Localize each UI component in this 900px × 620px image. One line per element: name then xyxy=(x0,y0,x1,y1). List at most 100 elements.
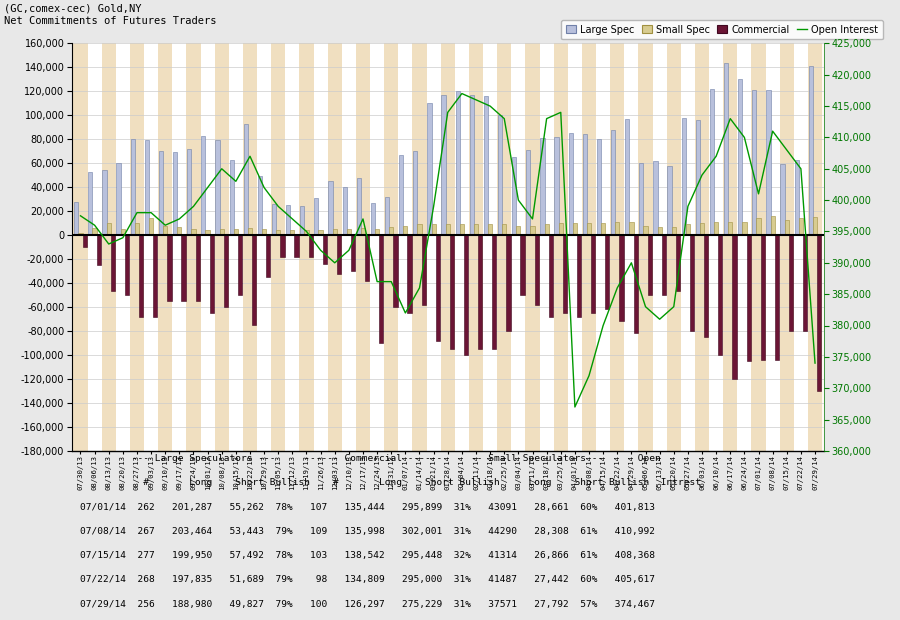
Bar xyxy=(337,235,341,273)
Bar xyxy=(644,226,648,235)
Bar xyxy=(710,89,714,235)
Bar xyxy=(794,43,808,451)
Bar xyxy=(460,224,464,235)
Bar xyxy=(294,235,299,257)
Bar xyxy=(779,43,794,451)
Bar xyxy=(511,43,526,451)
Bar xyxy=(780,164,785,235)
Bar xyxy=(540,43,554,451)
Bar xyxy=(158,43,172,451)
Bar xyxy=(201,43,215,451)
Text: #       Long    Short Bullish    #       Long    Short Bullish     Long    Short: # Long Short Bullish # Long Short Bullis… xyxy=(79,478,700,487)
Text: 07/29/14  256   188,980   49,827  79%   100   126,297   275,229  31%   37571   2: 07/29/14 256 188,980 49,827 79% 100 126,… xyxy=(79,600,654,609)
Bar xyxy=(455,91,460,235)
Bar xyxy=(83,235,86,247)
Bar xyxy=(704,235,708,337)
Bar xyxy=(149,218,153,235)
Bar xyxy=(370,43,384,451)
Bar xyxy=(230,160,234,235)
Bar xyxy=(351,235,356,271)
Bar xyxy=(286,205,290,235)
Bar xyxy=(502,224,507,235)
Bar xyxy=(243,43,257,451)
Bar xyxy=(403,226,408,235)
Bar xyxy=(276,231,281,235)
Bar xyxy=(544,224,549,235)
Bar xyxy=(752,90,756,235)
Text: (GC,comex-cec) Gold,NY: (GC,comex-cec) Gold,NY xyxy=(4,3,142,13)
Bar xyxy=(700,223,704,235)
Bar xyxy=(300,43,313,451)
Bar xyxy=(596,43,610,451)
Bar xyxy=(634,235,638,334)
Text: --- Large Speculators ---     ------ Commercial ------     -- Small Speculators : --- Large Speculators --- ------ Commerc… xyxy=(79,454,661,463)
Bar xyxy=(568,43,582,451)
Bar xyxy=(96,235,101,265)
Bar xyxy=(809,66,813,235)
Bar xyxy=(638,43,652,451)
Bar xyxy=(803,235,807,331)
Bar xyxy=(313,43,328,451)
Bar xyxy=(399,155,403,235)
Bar xyxy=(582,135,587,235)
Bar xyxy=(375,229,379,235)
Bar xyxy=(408,235,411,313)
Bar xyxy=(610,43,625,451)
Bar xyxy=(356,43,370,451)
Bar xyxy=(323,235,327,264)
Bar xyxy=(795,160,799,235)
Bar xyxy=(526,150,530,235)
Bar xyxy=(562,235,567,313)
Bar xyxy=(469,43,483,451)
Bar xyxy=(577,235,581,317)
Bar xyxy=(163,226,167,235)
Bar xyxy=(653,161,658,235)
Bar xyxy=(418,224,421,235)
Bar xyxy=(78,232,83,235)
Bar xyxy=(733,235,736,379)
Bar xyxy=(343,187,346,235)
Legend: Large Spec, Small Spec, Commercial, Open Interest: Large Spec, Small Spec, Commercial, Open… xyxy=(562,20,883,40)
Bar xyxy=(229,43,243,451)
Text: 07/01/14  262   201,287   55,262  78%   107   135,444   295,899  31%   43091   2: 07/01/14 262 201,287 55,262 78% 107 135,… xyxy=(79,503,654,512)
Bar xyxy=(483,43,497,451)
Bar xyxy=(257,43,271,451)
Bar xyxy=(554,137,559,235)
Bar xyxy=(300,206,304,235)
Bar xyxy=(517,226,520,235)
Bar xyxy=(474,224,478,235)
Bar xyxy=(498,115,502,235)
Bar xyxy=(709,43,724,451)
Bar xyxy=(167,235,172,301)
Bar xyxy=(140,235,143,317)
Bar xyxy=(738,79,742,235)
Bar xyxy=(808,43,822,451)
Bar xyxy=(365,235,369,281)
Bar xyxy=(379,235,383,343)
Bar xyxy=(215,43,229,451)
Bar xyxy=(746,235,751,361)
Bar xyxy=(625,43,638,451)
Bar xyxy=(319,231,323,235)
Bar xyxy=(224,235,228,307)
Bar xyxy=(304,231,309,235)
Bar xyxy=(272,204,276,235)
Bar xyxy=(718,235,723,355)
Bar xyxy=(619,235,624,321)
Bar xyxy=(728,222,733,235)
Bar xyxy=(690,235,694,331)
Bar xyxy=(144,43,158,451)
Bar xyxy=(492,235,497,349)
Bar xyxy=(671,227,676,235)
Bar xyxy=(615,222,619,235)
Bar xyxy=(427,43,441,451)
Bar xyxy=(714,222,718,235)
Bar xyxy=(328,43,342,451)
Bar xyxy=(450,235,454,349)
Bar xyxy=(789,235,793,331)
Bar xyxy=(549,235,553,317)
Bar xyxy=(252,235,256,325)
Bar xyxy=(125,235,130,295)
Bar xyxy=(606,235,609,309)
Bar xyxy=(290,231,294,235)
